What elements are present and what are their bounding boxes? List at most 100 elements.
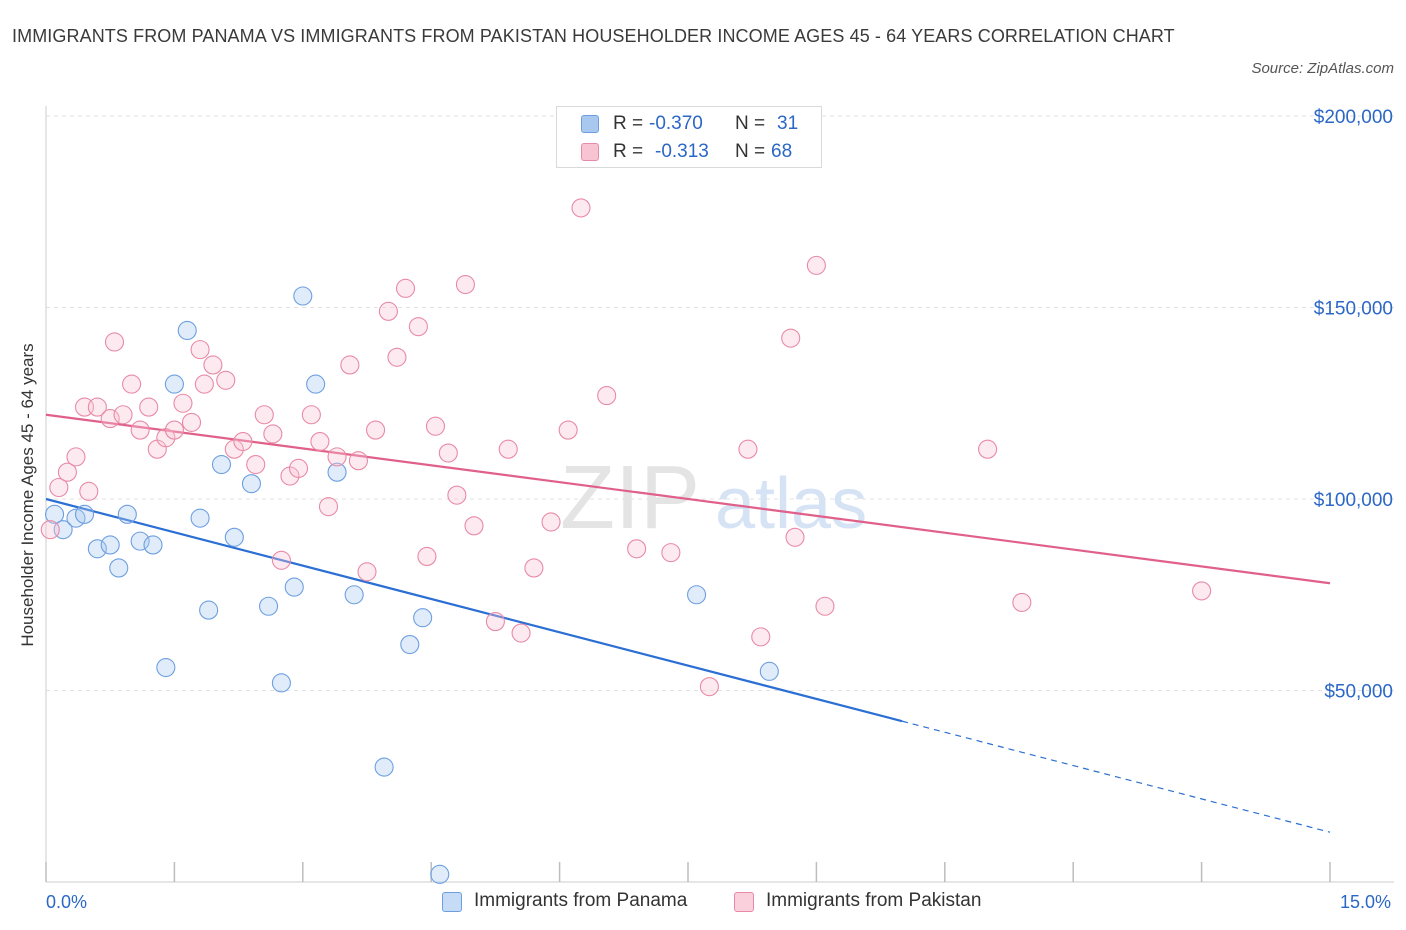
- data-point: [425, 416, 446, 436]
- data-point: [181, 412, 202, 432]
- data-point: [57, 462, 77, 482]
- data-point: [87, 539, 107, 559]
- data-point: [284, 577, 304, 597]
- data-point: [348, 451, 368, 471]
- data-point: [211, 454, 232, 475]
- data-point: [113, 405, 133, 425]
- data-point: [164, 420, 184, 440]
- data-point: [40, 520, 60, 540]
- data-point: [387, 347, 407, 367]
- data-point: [100, 535, 120, 555]
- data-point: [751, 627, 771, 647]
- data-point: [293, 286, 313, 306]
- data-points: [40, 198, 1212, 884]
- data-point: [79, 481, 99, 501]
- data-point: [100, 409, 120, 429]
- data-point: [430, 864, 450, 884]
- n-value: 68: [771, 141, 793, 162]
- data-point: [395, 278, 416, 298]
- panama-swatch: [442, 892, 462, 912]
- legend-label: Immigrants from Pakistan: [766, 890, 982, 911]
- data-point: [400, 634, 420, 655]
- source-label: Source: ZipAtlas.com: [1251, 60, 1394, 77]
- data-point: [199, 600, 219, 620]
- data-point: [156, 657, 176, 678]
- data-point: [661, 543, 681, 563]
- data-point: [173, 393, 193, 413]
- data-point: [143, 535, 163, 555]
- data-point: [259, 596, 279, 616]
- data-point: [177, 320, 197, 341]
- data-point: [815, 596, 835, 616]
- data-point: [438, 443, 458, 463]
- pakistan-swatch: [734, 892, 754, 912]
- data-point: [241, 474, 261, 494]
- data-point: [318, 497, 339, 517]
- data-point: [109, 558, 129, 578]
- data-point: [87, 397, 107, 417]
- data-point: [781, 328, 801, 348]
- data-point: [263, 424, 283, 444]
- data-point: [45, 504, 65, 524]
- y-tick-label: $150,000: [1314, 299, 1393, 320]
- trend-lines: [45, 413, 1331, 833]
- data-point: [738, 439, 758, 459]
- watermark-atlas: atlas: [715, 464, 867, 544]
- r-value: -0.313: [655, 141, 709, 162]
- chart-title: IMMIGRANTS FROM PANAMA VS IMMIGRANTS FRO…: [12, 26, 1175, 46]
- data-point: [254, 405, 274, 425]
- n-label: N =: [735, 141, 766, 162]
- data-point: [139, 397, 159, 417]
- data-point: [408, 317, 428, 337]
- data-point: [597, 386, 617, 406]
- data-point: [130, 531, 150, 551]
- data-point: [687, 585, 707, 605]
- data-point: [498, 439, 518, 459]
- y-tick-label: $50,000: [1324, 682, 1393, 703]
- data-point: [310, 431, 330, 452]
- data-point: [447, 485, 467, 505]
- data-point: [190, 340, 210, 360]
- data-point: [246, 454, 266, 475]
- data-point: [340, 355, 360, 375]
- data-point: [117, 504, 137, 524]
- data-point: [233, 431, 253, 452]
- r-label: R =: [613, 141, 644, 162]
- data-point: [288, 458, 309, 478]
- data-point: [164, 374, 184, 394]
- series-legend: Immigrants from Panama Immigrants from P…: [0, 890, 1406, 914]
- trend-line-extension: [901, 720, 1331, 833]
- data-point: [357, 562, 377, 582]
- data-point: [759, 661, 779, 681]
- data-point: [306, 374, 326, 394]
- data-point: [104, 332, 125, 352]
- data-point: [344, 585, 364, 605]
- data-point: [327, 462, 347, 482]
- data-point: [524, 558, 544, 578]
- data-point: [413, 608, 433, 628]
- data-point: [1012, 592, 1032, 612]
- x-tick-max: 15.0%: [1340, 892, 1392, 912]
- data-point: [66, 447, 86, 467]
- data-point: [1192, 581, 1212, 601]
- data-point: [511, 623, 531, 643]
- data-point: [74, 504, 95, 524]
- data-point: [571, 198, 591, 218]
- data-point: [417, 546, 437, 567]
- data-point: [366, 420, 386, 440]
- data-point: [122, 374, 142, 394]
- data-point: [203, 355, 223, 375]
- trend-line: [45, 497, 903, 723]
- data-point: [190, 508, 210, 528]
- data-point: [49, 477, 69, 498]
- n-label: N =: [735, 113, 766, 134]
- data-point: [224, 527, 244, 547]
- trend-line: [45, 413, 1331, 585]
- data-point: [541, 512, 561, 532]
- data-point: [374, 757, 394, 777]
- correlation-legend: R = -0.370 N = 31 R = -0.313 N = 68: [556, 106, 822, 168]
- data-point: [194, 374, 214, 394]
- data-point: [378, 301, 398, 321]
- data-point: [455, 274, 475, 295]
